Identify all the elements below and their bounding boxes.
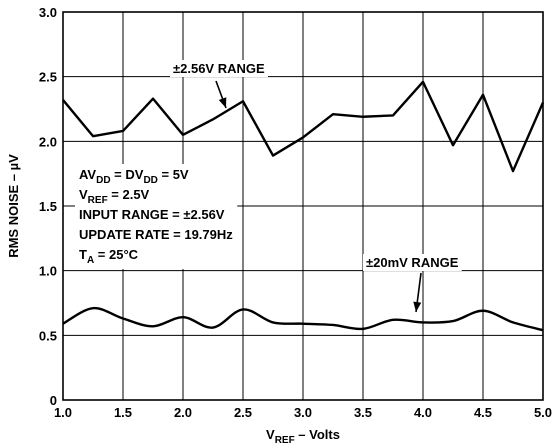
y-tick-label: 3.0 [39,5,57,20]
x-tick-label: 4.5 [474,405,492,420]
series-group [62,80,545,332]
x-tick-label: 3.0 [294,405,312,420]
condition-input-range: INPUT RANGE = ±2.56V [79,207,225,222]
x-tick-label: 2.5 [234,405,252,420]
annotation-arrows [215,80,422,313]
condition-vref: VREF = 2.5V [79,187,150,206]
cond-4-main: T [79,247,87,262]
x-tick-label: 1.0 [54,405,72,420]
cond-0-sub: DD [96,175,110,186]
series1-label: ±2.56V RANGE [173,61,265,76]
cond-1-main: V [79,187,88,202]
x-axis-label-sub: REF [275,435,295,446]
conditions-background [75,164,238,269]
y-tick-label: 2.0 [39,134,57,149]
cond-0-rest: = DV [111,167,144,182]
x-tick-label: 3.5 [354,405,372,420]
x-tick-labels: 1.0 1.5 2.0 2.5 3.0 3.5 4.0 4.5 5.0 [54,405,552,420]
y-tick-label: 0.5 [39,328,57,343]
cond-4-rest: = 25°C [94,247,138,262]
series1-arrow-head [218,97,227,108]
y-tick-label: 1.0 [39,264,57,279]
series2-label-background [363,254,462,271]
x-tick-label: 4.0 [414,405,432,420]
x-axis-label-main: V [266,427,275,442]
cond-1-rest: = 2.5V [108,187,150,202]
series1-label-group: ±2.56V RANGE [170,60,268,77]
condition-temperature: TA = 25°C [79,247,139,266]
cond-4-sub: A [87,255,94,266]
y-tick-label: 0 [50,393,57,408]
y-tick-label: 2.5 [39,70,57,85]
cond-1-sub: REF [88,195,108,206]
series-line-2 [62,306,544,332]
y-tick-labels: 0 0.5 1.0 1.5 2.0 2.5 3.0 [39,5,57,408]
cond-0-rest2: = 5V [158,167,189,182]
cond-0-sub2: DD [143,175,157,186]
x-axis-label: VREF – Volts [266,427,340,446]
y-tick-label: 1.5 [39,199,57,214]
y-axis-label: RMS NOISE – µV [6,154,21,258]
series-line-1 [62,80,545,173]
series1-label-background [170,60,268,77]
series2-label-group: ±20mV RANGE [363,254,462,271]
plot-frame [62,11,544,401]
x-axis-label-rest: – Volts [295,427,340,442]
condition-supply: AVDD = DVDD = 5V [79,167,189,186]
cond-0-main: AV [79,167,96,182]
series2-label: ±20mV RANGE [366,255,459,270]
x-tick-label: 1.5 [114,405,132,420]
test-conditions-block: AVDD = DVDD = 5V VREF = 2.5V INPUT RANGE… [75,164,238,269]
series2-arrow-head [413,301,422,312]
condition-update-rate: UPDATE RATE = 19.79Hz [79,227,233,242]
x-tick-label: 5.0 [534,405,552,420]
x-tick-label: 2.0 [174,405,192,420]
